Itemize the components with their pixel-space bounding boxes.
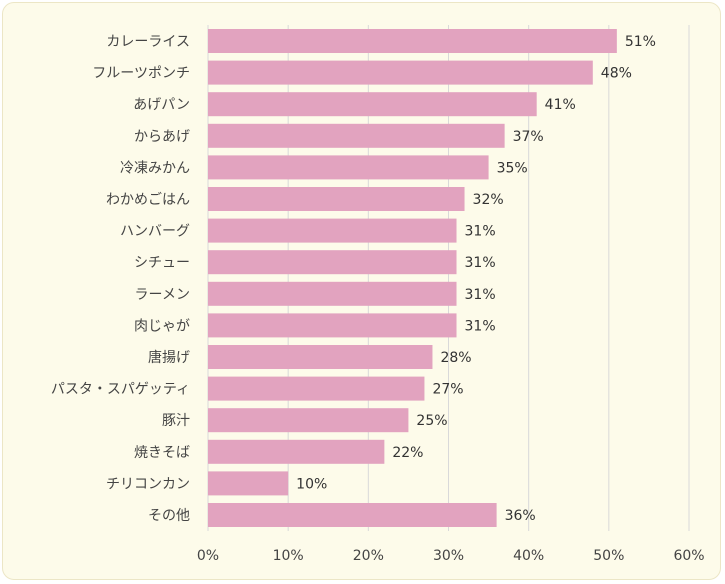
value-label: 22% [392,445,423,461]
bar [208,250,457,275]
category-label: ハンバーグ [120,224,190,240]
bar [208,187,465,211]
category-label: ラーメン [135,287,190,303]
category-label: 冷凍みかん [120,160,190,176]
bar [208,29,617,53]
bar [208,281,457,306]
category-label: 焼きそば [134,445,190,461]
value-labels: 51% 48% 41%37% 35% 32% 31% 31% 31% 31% 28% 27% 25% 2… [296,34,656,524]
value-label: 25% [416,413,447,429]
value-label: 31% [465,224,496,240]
bar [208,123,505,148]
value-label: 31% [465,255,496,271]
value-label: 41% [545,97,576,113]
value-label: 32% [473,192,504,208]
x-tick-label: 0% [197,548,219,564]
bar [208,155,489,180]
bar [208,345,433,369]
value-label: 51% [625,34,656,50]
bar [208,439,385,464]
x-tick-label: 30% [433,548,464,564]
category-label: その他 [148,508,190,524]
category-label: 肉じゃが [134,318,190,334]
x-tick-label: 20% [353,548,384,564]
category-label: チリコンカン [106,476,190,492]
category-label: あげパン [133,97,190,113]
bar [208,471,289,496]
value-label: 28% [440,350,471,366]
value-label: 31% [465,287,496,303]
value-label: 48% [601,66,632,82]
category-label: シチュー [134,255,190,271]
category-label: パスタ・スパゲッティ [51,382,190,398]
bar [208,218,457,243]
value-label: 36% [505,508,536,524]
bar [208,503,497,527]
value-label: 35% [497,160,528,176]
value-label: 31% [465,318,496,334]
category-labels: カレーライスフルーツポンチあげパンからあげ冷凍みかんわかめごはんハンバーグシチュ… [51,34,190,524]
category-label: からあげ [134,129,190,145]
x-axis-tick-labels: 0% 10% 20% 30% 40% 50% 60% [197,548,705,564]
x-tick-label: 50% [593,548,624,564]
bar [208,313,457,338]
category-label: 唐揚げ [148,349,190,366]
x-tick-label: 60% [673,548,704,564]
category-label: カレーライス [106,34,190,50]
value-label: 37% [513,129,544,145]
value-label: 10% [296,476,327,492]
category-label: わかめごはん [106,192,190,208]
bar [208,60,593,85]
bar [208,408,409,433]
category-label: 豚汁 [162,413,190,429]
value-label: 27% [432,382,463,398]
bar [208,376,425,401]
category-label: フルーツポンチ [92,66,190,82]
bars [208,29,617,527]
x-tick-label: 40% [513,548,544,564]
x-tick-label: 10% [273,548,304,564]
bar [208,92,537,117]
